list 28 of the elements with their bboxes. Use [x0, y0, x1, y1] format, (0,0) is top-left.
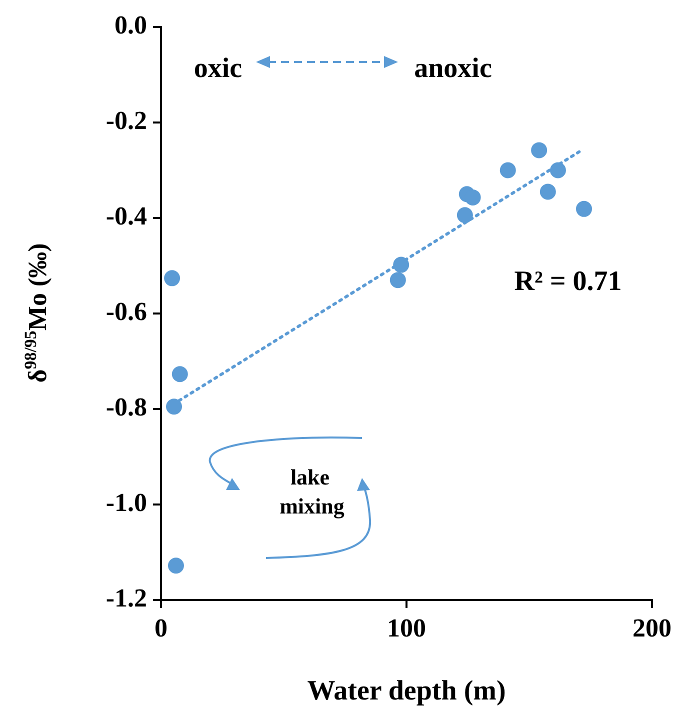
point — [164, 270, 180, 286]
y-tick-label: -1.2 — [106, 584, 147, 613]
point — [550, 162, 566, 178]
x-tick-label: 0 — [154, 613, 168, 642]
point — [172, 366, 188, 382]
point — [456, 207, 473, 224]
point — [531, 142, 548, 158]
point — [393, 256, 410, 273]
y-tick-label: -0.6 — [106, 297, 147, 326]
point — [166, 398, 182, 415]
x-tick-label: 200 — [632, 613, 672, 642]
point — [540, 184, 556, 200]
y-tick-label: 0.0 — [114, 10, 147, 40]
point — [168, 558, 184, 574]
point — [576, 200, 592, 217]
y-tick-label: -1.0 — [106, 488, 147, 518]
annotation: anoxic — [414, 53, 492, 84]
annotation: lake mixing — [280, 464, 344, 519]
annotation: R² = 0.71 — [514, 266, 622, 298]
y-tick-label: -0.4 — [106, 202, 147, 231]
point — [500, 162, 516, 178]
point — [464, 189, 481, 206]
x-tick-label: 100 — [387, 613, 426, 642]
y-tick-label: -0.8 — [106, 392, 147, 422]
x-axis-title: Water depth (m) — [307, 675, 506, 706]
point — [390, 272, 406, 288]
annotation: oxic — [194, 53, 242, 84]
y-tick-label: -0.2 — [106, 106, 147, 136]
